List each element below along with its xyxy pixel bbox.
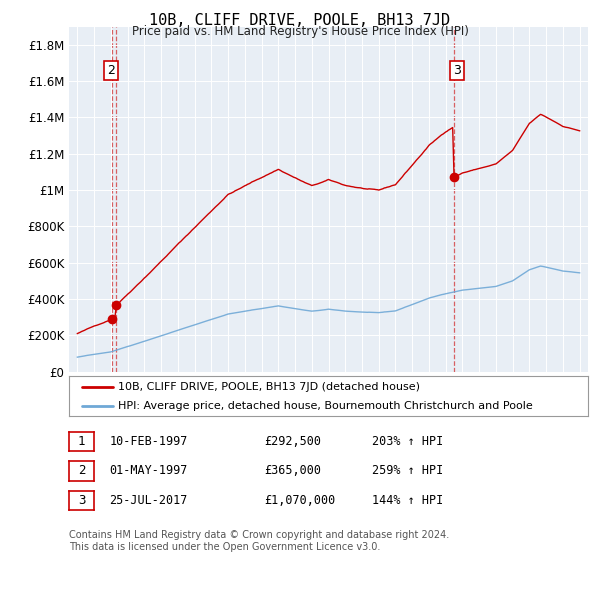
Text: Price paid vs. HM Land Registry's House Price Index (HPI): Price paid vs. HM Land Registry's House … bbox=[131, 25, 469, 38]
Text: 2: 2 bbox=[107, 64, 115, 77]
Text: 10-FEB-1997: 10-FEB-1997 bbox=[109, 435, 188, 448]
Text: 10B, CLIFF DRIVE, POOLE, BH13 7JD (detached house): 10B, CLIFF DRIVE, POOLE, BH13 7JD (detac… bbox=[118, 382, 421, 392]
Text: 144% ↑ HPI: 144% ↑ HPI bbox=[372, 494, 443, 507]
Text: 3: 3 bbox=[454, 64, 461, 77]
Text: This data is licensed under the Open Government Licence v3.0.: This data is licensed under the Open Gov… bbox=[69, 542, 380, 552]
Text: £292,500: £292,500 bbox=[264, 435, 321, 448]
Text: 25-JUL-2017: 25-JUL-2017 bbox=[109, 494, 188, 507]
Text: 203% ↑ HPI: 203% ↑ HPI bbox=[372, 435, 443, 448]
Text: HPI: Average price, detached house, Bournemouth Christchurch and Poole: HPI: Average price, detached house, Bour… bbox=[118, 401, 533, 411]
Text: 259% ↑ HPI: 259% ↑ HPI bbox=[372, 464, 443, 477]
Text: 3: 3 bbox=[78, 494, 85, 507]
Text: Contains HM Land Registry data © Crown copyright and database right 2024.: Contains HM Land Registry data © Crown c… bbox=[69, 530, 449, 540]
Text: 2: 2 bbox=[78, 464, 85, 477]
Text: £1,070,000: £1,070,000 bbox=[264, 494, 335, 507]
Text: 01-MAY-1997: 01-MAY-1997 bbox=[109, 464, 188, 477]
Text: 10B, CLIFF DRIVE, POOLE, BH13 7JD: 10B, CLIFF DRIVE, POOLE, BH13 7JD bbox=[149, 13, 451, 28]
Text: 1: 1 bbox=[78, 435, 85, 448]
Text: £365,000: £365,000 bbox=[264, 464, 321, 477]
